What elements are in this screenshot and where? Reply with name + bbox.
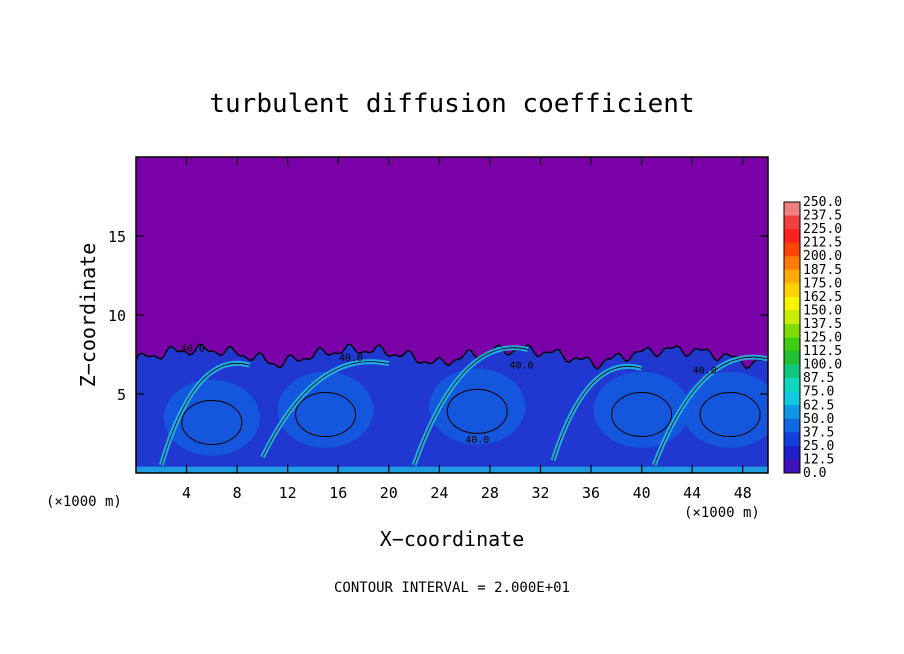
- x-tick-label: 12: [279, 484, 297, 502]
- colorbar-swatch: [784, 256, 800, 271]
- x-tick-label: 16: [329, 484, 347, 502]
- x-tick-label: 8: [233, 484, 242, 502]
- colorbar-swatch: [784, 242, 800, 257]
- x-tick-label: 36: [582, 484, 600, 502]
- colorbar-swatch: [784, 391, 800, 406]
- colorbar-swatch: [784, 337, 800, 352]
- colorbar-label: 87.5: [803, 371, 834, 386]
- colorbar-swatch: [784, 229, 800, 244]
- colorbar-label: 112.5: [803, 344, 842, 359]
- contour-line: [262, 361, 389, 458]
- colorbar-label: 175.0: [803, 276, 842, 291]
- contour-label: 40.0: [693, 365, 717, 376]
- y-tick-label: 5: [117, 386, 126, 404]
- colorbar-swatch: [784, 269, 800, 284]
- x-axis-ticks: 4 8 12 16 20 24 28 32 36 40 44 48: [182, 157, 752, 502]
- y-tick-label: 10: [108, 307, 126, 325]
- colorbar: 250.0237.5225.0212.5200.0187.5175.0162.5…: [783, 195, 842, 481]
- x-unit-right: (×1000 m): [684, 505, 760, 521]
- colorbar-swatch: [784, 310, 800, 325]
- colorbar-swatch: [784, 378, 800, 393]
- x-tick-label: 4: [182, 484, 191, 502]
- colorbar-swatch: [784, 323, 800, 338]
- colorbar-label: 250.0: [803, 195, 842, 210]
- colorbar-swatch: [784, 418, 800, 433]
- colorbar-label: 25.0: [803, 439, 834, 454]
- contour-line: [446, 388, 508, 434]
- contour-line: [552, 366, 642, 461]
- contour-line: [413, 347, 528, 466]
- x-tick-label: 44: [683, 484, 701, 502]
- colorbar-label: 225.0: [803, 222, 842, 237]
- y-tick-label: 15: [108, 228, 126, 246]
- plot-area: 40.0 40.0 40.0 40.0 40.0: [136, 157, 768, 473]
- colorbar-label: 50.0: [803, 412, 834, 427]
- contour-label: 40.0: [465, 435, 489, 446]
- colorbar-label: 125.0: [803, 331, 842, 346]
- eddy-cell: [593, 371, 690, 448]
- x-tick-label: 24: [430, 484, 448, 502]
- colorbar-swatch: [784, 445, 800, 460]
- colorbar-swatch: [784, 351, 800, 366]
- colorbar-swatch: [784, 405, 800, 420]
- colorbar-label: 150.0: [803, 303, 842, 318]
- colorbar-label: 100.0: [803, 358, 842, 373]
- colorbar-label: 62.5: [803, 398, 834, 413]
- contour-line: [653, 356, 768, 466]
- colorbar-swatch: [784, 364, 800, 379]
- x-tick-label: 28: [481, 484, 499, 502]
- contour-line: [295, 392, 357, 438]
- y-axis-label: Z−coordinate: [76, 243, 100, 388]
- contour-line: [181, 399, 243, 445]
- x-tick-label: 48: [734, 484, 752, 502]
- colorbar-swatch: [784, 215, 800, 230]
- colorbar-frame: [783, 201, 801, 474]
- eddy-cell: [682, 371, 768, 448]
- colorbar-label: 0.0: [803, 466, 826, 481]
- contour-label: 40.0: [181, 343, 205, 354]
- contour-line: [611, 392, 673, 438]
- chart-title: turbulent diffusion coefficient: [209, 89, 694, 119]
- x-tick-label: 20: [380, 484, 398, 502]
- y-axis-ticks: 5 10 15: [108, 228, 768, 404]
- contour-interval-note: CONTOUR INTERVAL = 2.000E+01: [334, 580, 570, 596]
- colorbar-label: 37.5: [803, 425, 834, 440]
- eddy-cell: [277, 371, 374, 448]
- colorbar-label: 162.5: [803, 290, 842, 305]
- contour-line: [160, 363, 250, 466]
- colorbar-label: 12.5: [803, 452, 834, 467]
- colorbar-label: 137.5: [803, 317, 842, 332]
- colorbar-label: 237.5: [803, 209, 842, 224]
- colorbar-swatch: [784, 202, 800, 217]
- contour-label: 40.0: [339, 353, 363, 364]
- contour-label: 40.0: [509, 361, 533, 372]
- x-tick-label: 40: [633, 484, 651, 502]
- surface-layer: [136, 466, 768, 473]
- colorbar-swatch: [784, 296, 800, 311]
- colorbar-label: 200.0: [803, 249, 842, 264]
- colorbar-swatch: [784, 459, 800, 474]
- colorbar-swatch: [784, 283, 800, 298]
- colorbar-label: 187.5: [803, 263, 842, 278]
- colorbar-label: 75.0: [803, 385, 834, 400]
- x-unit-left: (×1000 m): [46, 494, 122, 510]
- colorbar-swatch: [784, 432, 800, 447]
- colorbar-label: 212.5: [803, 236, 842, 251]
- x-axis-label: X−coordinate: [380, 527, 525, 551]
- contour-line: [699, 392, 761, 438]
- x-tick-label: 32: [531, 484, 549, 502]
